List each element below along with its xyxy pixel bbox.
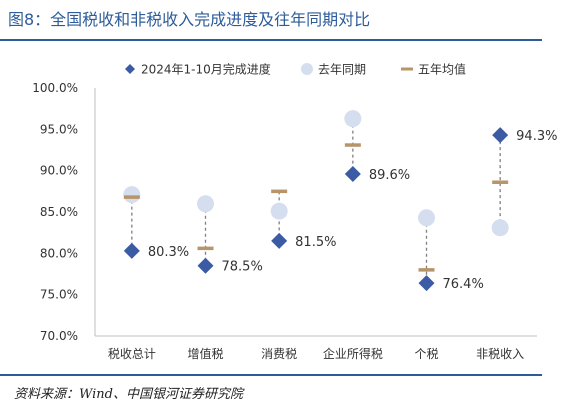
y-tick-label: 100.0%	[32, 81, 78, 95]
legend-diamond-icon	[125, 64, 135, 74]
data-label: 78.5%	[222, 260, 263, 275]
x-category-label: 非税收入	[476, 347, 524, 361]
five-year-mark	[418, 268, 435, 272]
data-label: 76.4%	[443, 277, 484, 292]
y-tick-label: 95.0%	[40, 122, 78, 136]
data-label: 81.5%	[295, 235, 336, 250]
current-point	[197, 257, 214, 274]
x-category-label: 个税	[414, 347, 438, 361]
last-year-point	[344, 110, 362, 128]
data-labels: 80.3% 78.5% 81.5% 89.6% 76.4% 94.3%	[148, 129, 558, 292]
data-label: 89.6%	[369, 168, 410, 183]
axes: 70.0% 75.0% 80.0% 85.0% 90.0% 95.0% 100.0% 税收总计…	[32, 81, 537, 361]
legend-label: 2024年1-10月完成进度	[141, 62, 271, 77]
y-tick-label: 80.0%	[40, 246, 78, 260]
current-point	[492, 127, 509, 144]
data-label: 94.3%	[516, 129, 557, 144]
title-rule	[0, 39, 542, 41]
x-category-label: 增值税	[187, 346, 223, 361]
x-category-label: 消费税	[261, 347, 297, 361]
source-rule	[0, 374, 542, 376]
last-year-point	[491, 219, 509, 237]
five-year-mark	[344, 143, 361, 147]
last-year-point	[123, 186, 141, 204]
y-tick-label: 75.0%	[40, 288, 78, 302]
chart-title: 图8：全国税收和非税收入完成进度及往年同期对比	[8, 10, 371, 29]
five-year-mark	[492, 180, 509, 184]
last-year-point	[270, 202, 288, 220]
legend-label: 五年均值	[418, 62, 466, 77]
five-year-mark	[197, 246, 214, 251]
data-label: 80.3%	[148, 245, 189, 260]
five-year-mark	[123, 195, 140, 199]
x-category-label: 税收总计	[108, 347, 156, 361]
legend-label: 去年同期	[318, 63, 366, 77]
current-point	[344, 165, 361, 182]
current-point	[418, 275, 435, 292]
current-point	[123, 242, 140, 259]
last-year-point	[418, 209, 435, 227]
y-tick-label: 90.0%	[40, 164, 78, 178]
five-year-mark	[271, 189, 288, 194]
marks	[123, 110, 509, 292]
legend-circle-icon	[301, 63, 313, 75]
source-note: 资料来源：Wind、中国银河证券研究院	[14, 387, 243, 402]
last-year-point	[197, 195, 214, 213]
legend-dash-icon	[401, 67, 413, 71]
y-tick-label: 85.0%	[40, 205, 78, 219]
current-point	[271, 232, 288, 249]
x-category-label: 企业所得税	[323, 346, 383, 361]
y-tick-label: 70.0%	[40, 329, 78, 343]
legend: 2024年1-10月完成进度 去年同期 五年均值	[125, 62, 466, 77]
